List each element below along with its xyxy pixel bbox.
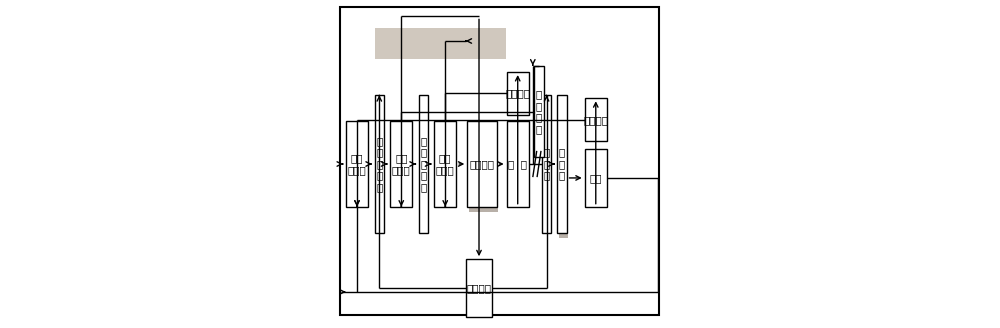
Text: 故障检测: 故障检测 [467, 283, 492, 293]
Text: 驱动回路: 驱动回路 [469, 159, 494, 169]
Text: 第二
减法器: 第二 减法器 [392, 153, 411, 175]
Bar [434, 121, 456, 207]
Bar [585, 149, 607, 207]
Bar [390, 121, 412, 207]
Bar [585, 98, 607, 141]
Text: 舵面: 舵面 [590, 173, 602, 183]
Bar [469, 126, 498, 212]
Bar [467, 121, 497, 207]
Bar [557, 95, 567, 233]
Bar [534, 66, 544, 157]
Text: 第一
减法器: 第一 减法器 [348, 153, 366, 175]
Bar [419, 95, 428, 233]
Text: 第三
减法器: 第三 减法器 [436, 153, 455, 175]
Bar [507, 72, 529, 115]
Bar [559, 100, 568, 238]
Bar [507, 121, 529, 207]
Bar [375, 95, 384, 233]
Text: 速
度
调
节
器: 速 度 调 节 器 [420, 136, 426, 192]
Bar [542, 95, 551, 233]
Bar [375, 28, 506, 59]
Text: 位
置
调
节
器: 位 置 调 节 器 [376, 136, 382, 192]
Text: 速
度
反
馈: 速 度 反 馈 [536, 89, 542, 134]
Bar [346, 121, 368, 207]
Text: 电流反馈: 电流反馈 [505, 89, 530, 98]
Text: 离
合
器: 离 合 器 [559, 147, 565, 181]
Text: 位置反馈: 位置反馈 [583, 115, 608, 125]
Bar [466, 259, 492, 317]
Text: 电  机: 电 机 [508, 159, 527, 169]
Text: 减
速
器: 减 速 器 [543, 147, 550, 181]
